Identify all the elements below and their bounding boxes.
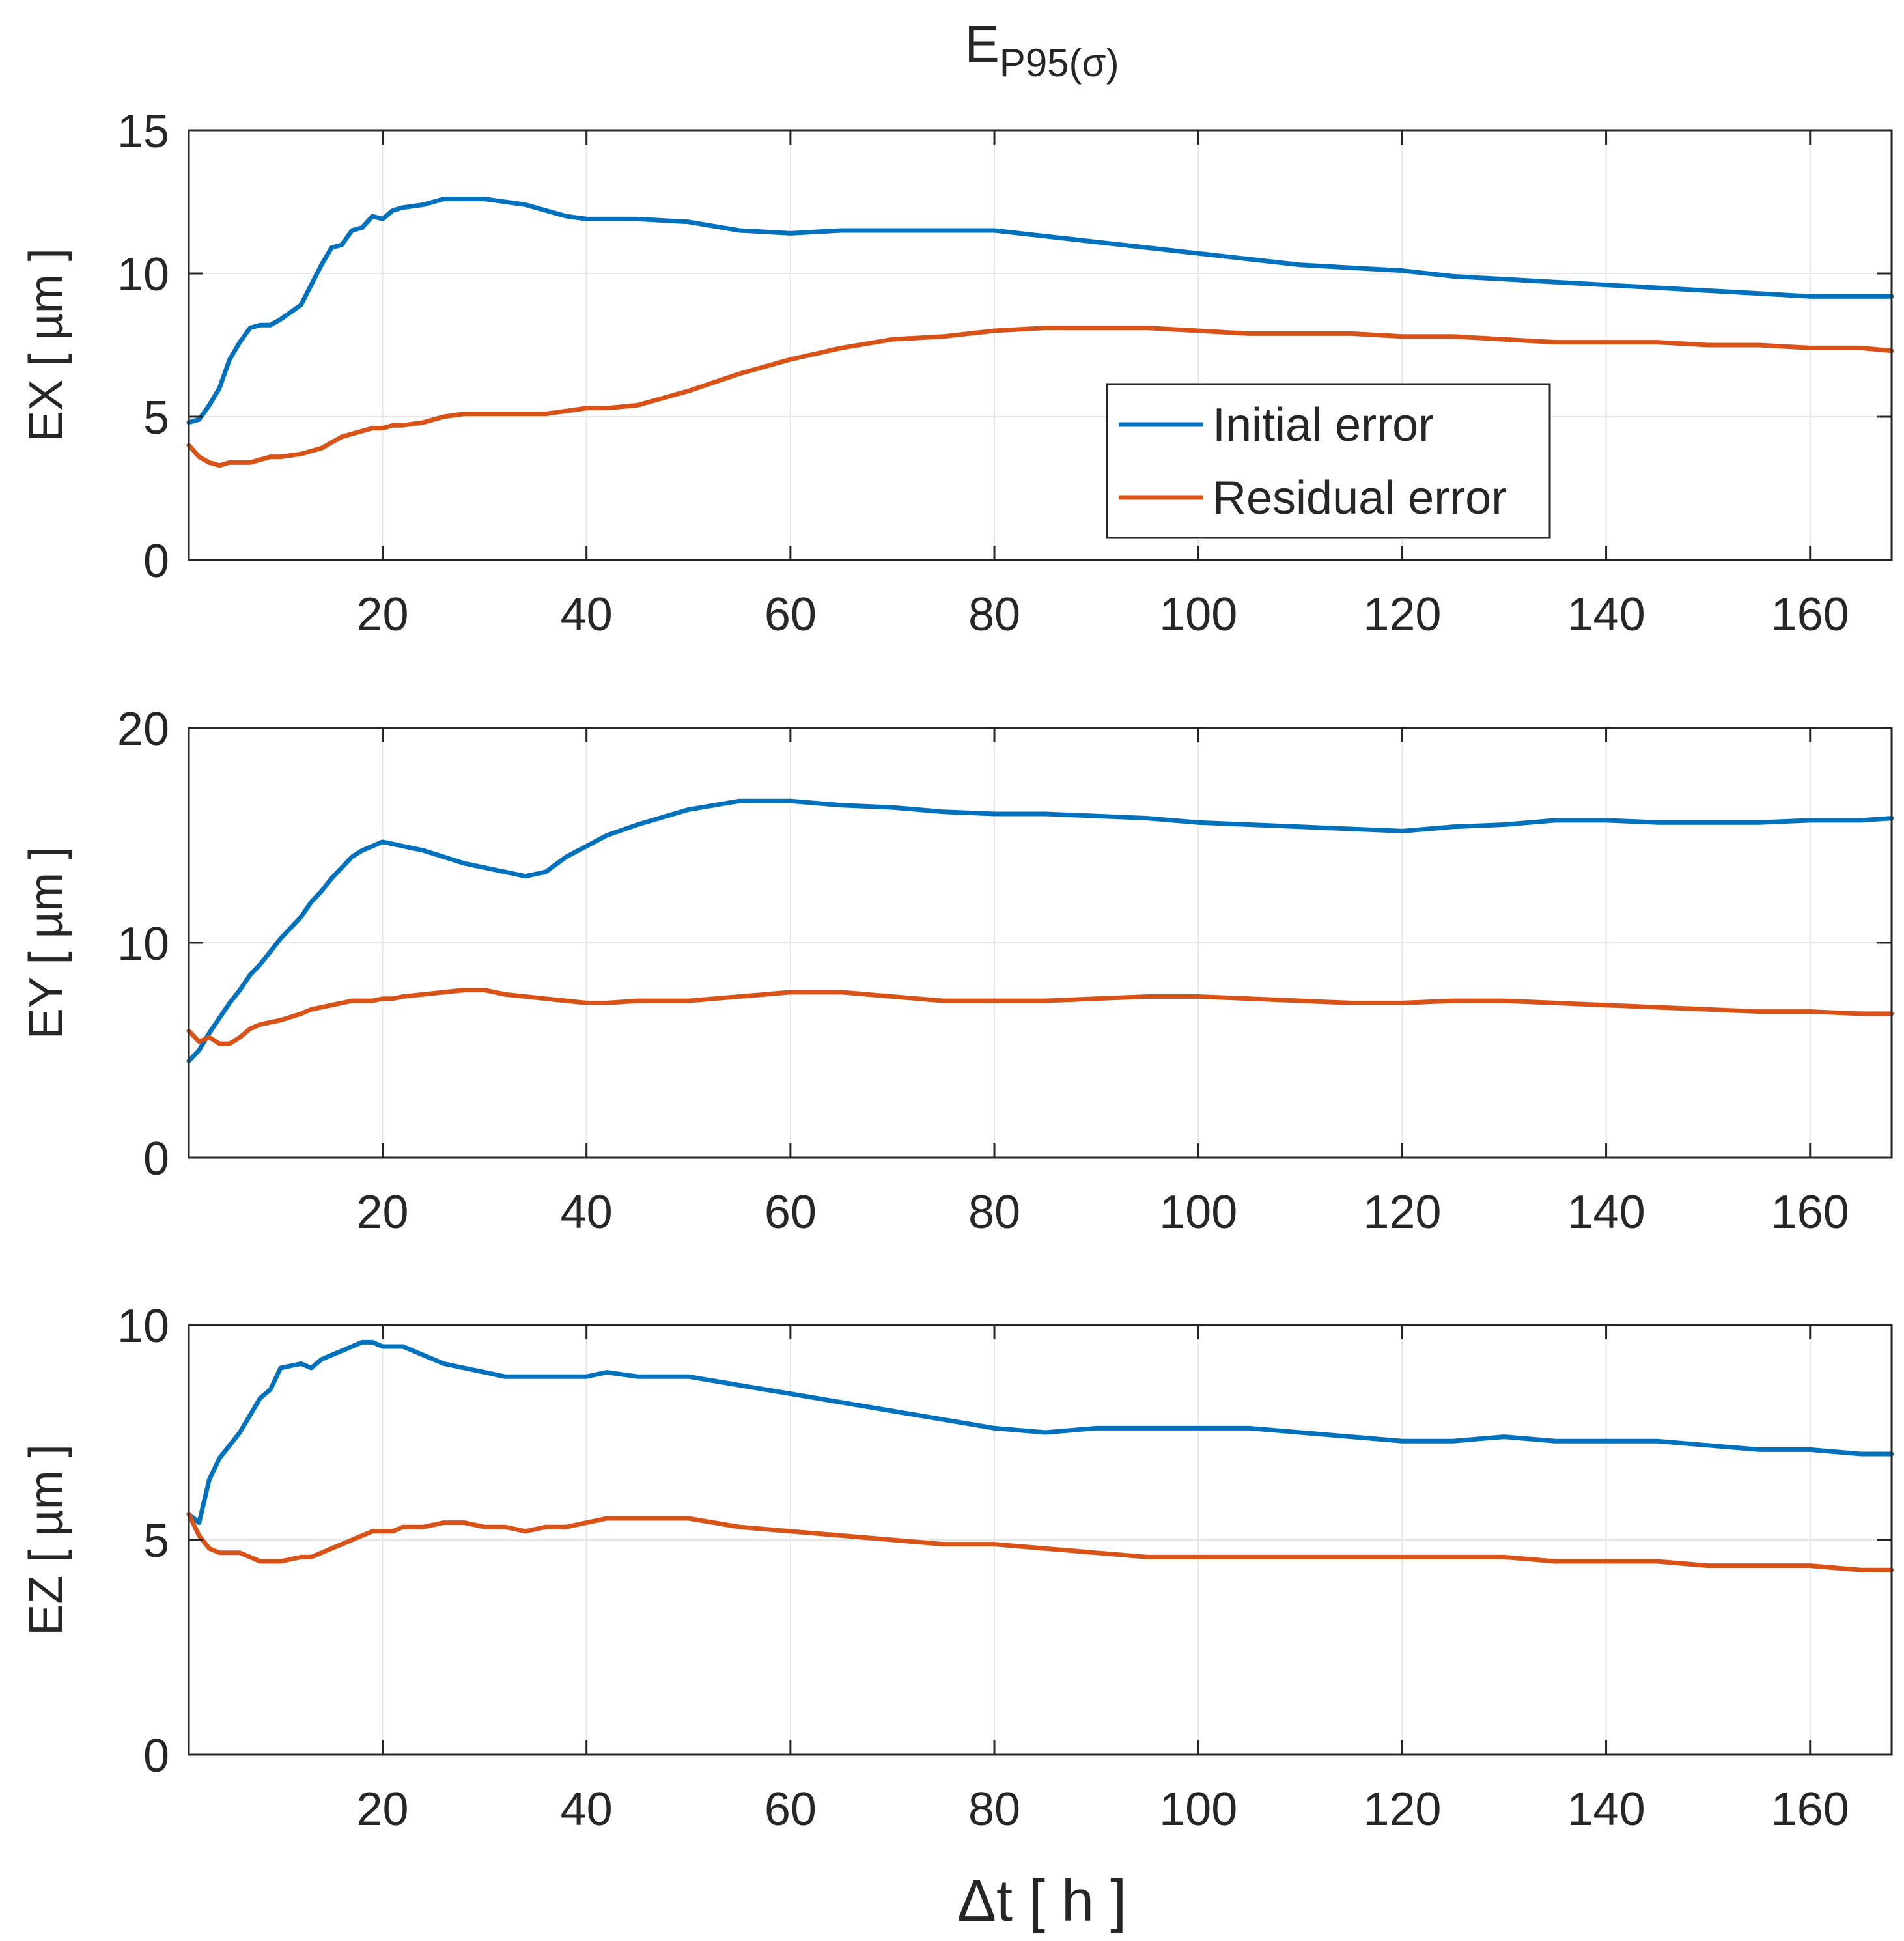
y-tick-label: 10 bbox=[117, 1300, 169, 1352]
x-tick-label: 80 bbox=[968, 1783, 1020, 1836]
series-line-residual-error bbox=[186, 988, 1894, 1046]
series-line-residual-error bbox=[186, 1511, 1894, 1572]
x-tick-label: 140 bbox=[1567, 589, 1645, 641]
x-tick-label: 120 bbox=[1363, 589, 1441, 641]
x-tick-label: 140 bbox=[1567, 1186, 1645, 1238]
x-tick-label: 80 bbox=[968, 589, 1020, 641]
legend-label: Initial error bbox=[1212, 399, 1434, 451]
figure-title: EP95(σ) bbox=[964, 15, 1119, 85]
x-tick-label: 120 bbox=[1363, 1783, 1441, 1836]
x-tick-label: 20 bbox=[356, 589, 408, 641]
series-line-initial-error bbox=[186, 798, 1894, 1063]
panel-ey: 20 40 60 80 100 120 140 160 0 10 20 EY [ µm ] bbox=[20, 703, 1894, 1238]
y-axis-label: EX [ µm ] bbox=[20, 248, 72, 442]
x-tick-label: 100 bbox=[1159, 1783, 1237, 1836]
panel-ez: 20 40 60 80 100 120 140 160 0 5 10 EZ [ µm ] bbox=[20, 1300, 1894, 1836]
series-line-initial-error bbox=[186, 1339, 1894, 1526]
y-tick-label: 0 bbox=[143, 1730, 169, 1782]
x-tick-label: 40 bbox=[561, 1783, 613, 1836]
axes-box bbox=[188, 129, 1893, 561]
x-tick-label: 100 bbox=[1159, 589, 1237, 641]
x-tick-label: 60 bbox=[764, 589, 817, 641]
series-line-residual-error bbox=[186, 326, 1894, 468]
x-tick-label: 60 bbox=[764, 1783, 817, 1836]
panel-ex: 20 40 60 80 100 120 140 160 0 5 10 15 EX [ µm ] Initi… bbox=[20, 105, 1894, 641]
x-tick-label: 160 bbox=[1771, 1783, 1849, 1836]
y-axis-label: EZ [ µm ] bbox=[20, 1444, 72, 1635]
y-tick-label: 10 bbox=[117, 249, 169, 301]
x-tick-label: 20 bbox=[356, 1186, 408, 1238]
y-tick-label: 15 bbox=[117, 105, 169, 158]
legend-label: Residual error bbox=[1212, 472, 1507, 524]
y-tick-label: 5 bbox=[143, 1515, 169, 1567]
figure-title-subscript: P95(σ) bbox=[1000, 41, 1119, 85]
y-tick-label: 20 bbox=[117, 703, 169, 755]
x-tick-label: 160 bbox=[1771, 1186, 1849, 1238]
x-tick-label: 40 bbox=[561, 1186, 613, 1238]
y-axis-label: EY [ µm ] bbox=[20, 846, 72, 1039]
x-tick-label: 120 bbox=[1363, 1186, 1441, 1238]
y-tick-label: 0 bbox=[143, 1133, 169, 1185]
legend-box bbox=[1106, 383, 1551, 539]
x-tick-label: 60 bbox=[764, 1186, 817, 1238]
x-tick-label: 100 bbox=[1159, 1186, 1237, 1238]
y-tick-label: 5 bbox=[143, 392, 169, 444]
x-tick-label: 140 bbox=[1567, 1783, 1645, 1836]
x-tick-label: 160 bbox=[1771, 589, 1849, 641]
y-tick-label: 0 bbox=[143, 535, 169, 587]
x-tick-label: 20 bbox=[356, 1783, 408, 1836]
series-line-initial-error bbox=[186, 197, 1894, 425]
figure-title-main: E bbox=[964, 15, 999, 73]
y-tick-label: 10 bbox=[117, 918, 169, 970]
x-tick-label: 80 bbox=[968, 1186, 1020, 1238]
legend: Initial error Residual error bbox=[1106, 383, 1551, 539]
x-tick-label: 40 bbox=[561, 589, 613, 641]
x-axis-label: Δt [ h ] bbox=[957, 1869, 1127, 1934]
